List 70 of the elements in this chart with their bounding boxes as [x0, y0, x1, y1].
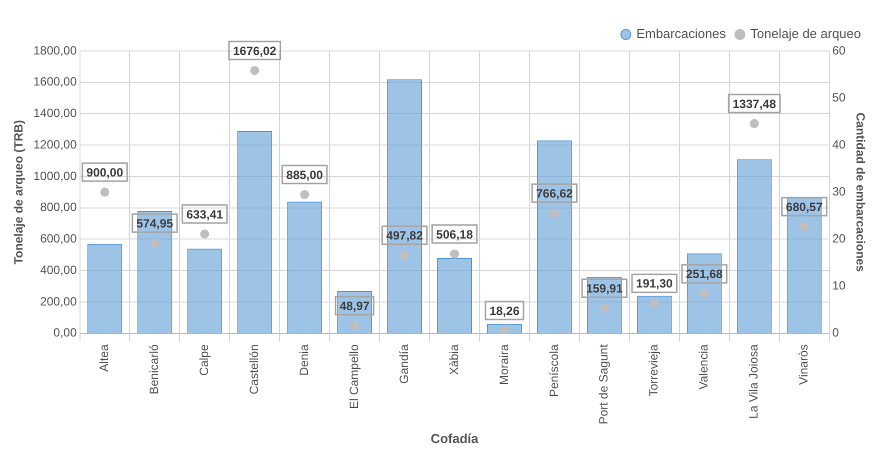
- point: [200, 229, 210, 238]
- point: [100, 188, 110, 197]
- x-tick-label: Port de Sagunt: [596, 344, 611, 424]
- point: [600, 304, 609, 313]
- x-tick-label: La Vila Joiosa: [746, 344, 761, 419]
- y-tick-label: 800,00: [40, 200, 78, 214]
- y2-tick-label: 60: [832, 43, 846, 58]
- bar: [736, 159, 772, 334]
- bar: [786, 196, 822, 334]
- point: [800, 222, 809, 232]
- y2-axis-title: Cantidad de embarcaciones: [853, 112, 868, 272]
- y-tick-label: 1200,00: [33, 137, 78, 152]
- y2-tick-label: 10: [832, 278, 846, 293]
- point: [450, 249, 460, 258]
- x-tick-label: Denia: [296, 344, 311, 376]
- x-tick-label: Benicarló: [147, 344, 162, 394]
- y2-tick-label: 40: [832, 137, 846, 152]
- x-tick-label: Valencia: [696, 344, 711, 390]
- data-label: 506,18: [436, 227, 474, 242]
- bar: [287, 202, 322, 334]
- legend-label: Tonelaje de arqueo: [750, 26, 862, 42]
- x-tick-label: Moraira: [496, 344, 511, 386]
- point: [750, 119, 759, 128]
- point: [300, 190, 310, 200]
- point: [400, 250, 410, 260]
- x-tick-label: Altea: [97, 344, 112, 372]
- x-tick-label: Vinaròs: [796, 344, 811, 385]
- bar: [437, 258, 472, 334]
- y-tick-label: 600,00: [40, 232, 78, 246]
- x-tick-label: Torrevieja: [646, 344, 661, 396]
- x-tick-label: Gandía: [396, 344, 411, 384]
- x-tick-label: Peníscola: [546, 344, 561, 398]
- bar: [237, 131, 272, 334]
- y2-tick-label: 30: [832, 184, 846, 198]
- y-tick-label: 200,00: [40, 294, 78, 308]
- x-tick-label: Castellón: [246, 344, 261, 394]
- point: [650, 298, 659, 308]
- y2-tick-label: 50: [832, 90, 846, 104]
- data-label: 885,00: [286, 168, 324, 182]
- y-tick-label: 0,00: [53, 326, 78, 340]
- bar: [187, 248, 222, 334]
- data-label: 633,41: [186, 207, 224, 222]
- x-tick-label: El Campello: [346, 344, 361, 410]
- y-tick-label: 400,00: [40, 262, 78, 277]
- x-tick-label: Xàbia: [446, 344, 461, 376]
- point: [150, 238, 160, 248]
- y2-tick-label: 0: [832, 326, 840, 340]
- data-label: 680,57: [786, 200, 823, 214]
- y2-tick-label: 20: [832, 232, 846, 246]
- point: [250, 66, 260, 75]
- y-tick-label: 1000,00: [33, 168, 78, 183]
- legend-label: Embarcaciones: [636, 26, 726, 42]
- point: [350, 321, 360, 330]
- x-axis-title: Cofadía: [430, 430, 480, 446]
- y-tick-label: 1600,00: [33, 74, 78, 89]
- data-label: 1337,48: [732, 96, 776, 111]
- data-label: 1676,02: [232, 44, 277, 58]
- data-label: 18,26: [489, 304, 520, 318]
- y-axis-title: Tonelaje de arqueo (TRB): [12, 120, 26, 264]
- point: [700, 289, 709, 298]
- x-tick-label: Calpe: [197, 344, 211, 376]
- bar: [536, 140, 572, 334]
- bar: [387, 79, 422, 334]
- y-tick-label: 1800,00: [33, 43, 78, 58]
- bar: [87, 244, 122, 334]
- y-tick-label: 1400,00: [33, 106, 78, 120]
- data-label: 191,30: [636, 276, 674, 291]
- data-label: 900,00: [86, 165, 124, 180]
- data-label: 48,97: [340, 298, 370, 313]
- point: [550, 208, 559, 218]
